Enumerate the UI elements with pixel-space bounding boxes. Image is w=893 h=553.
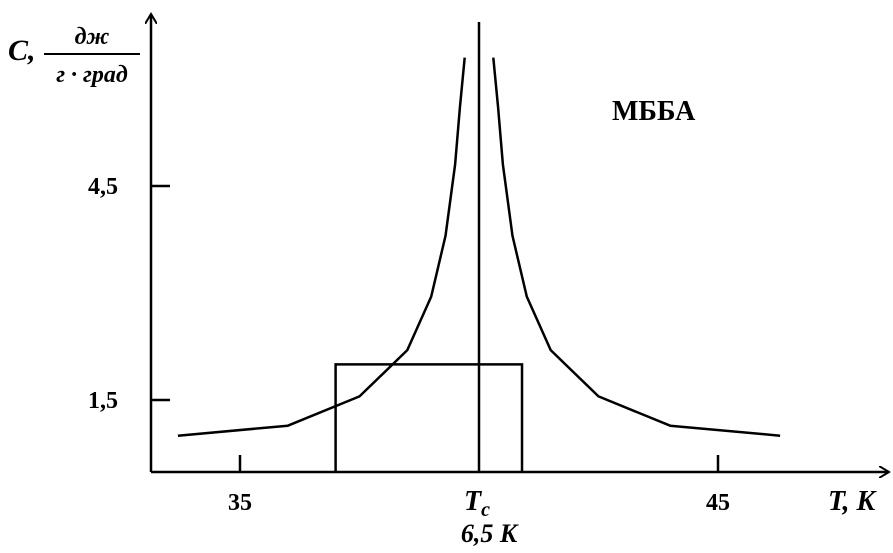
tc-label: Tc <box>464 486 490 521</box>
half-width-box <box>334 363 524 472</box>
series-layer <box>177 57 781 437</box>
x-tick-label-0: 35 <box>228 490 252 516</box>
y-tick-label-1: 4,5 <box>88 174 118 200</box>
y-axis-unit-numerator: дж <box>75 24 110 50</box>
y-axis-unit-denominator: г · град <box>56 62 128 88</box>
series-line-1 <box>492 57 781 437</box>
tick-layer: 35 45 1,5 4,5 <box>88 174 730 516</box>
x-axis-label: T, K <box>828 486 878 517</box>
tc-subscript: c <box>481 499 490 521</box>
x-tick-label-1: 45 <box>706 490 730 516</box>
sample-annotation: МББА <box>612 96 696 127</box>
y-axis-symbol: C, <box>8 34 36 67</box>
series-line-0 <box>177 57 466 437</box>
y-tick-label-0: 1,5 <box>88 388 118 414</box>
half-width-label: 6,5 K <box>461 519 519 548</box>
tc-symbol: T <box>464 486 483 517</box>
